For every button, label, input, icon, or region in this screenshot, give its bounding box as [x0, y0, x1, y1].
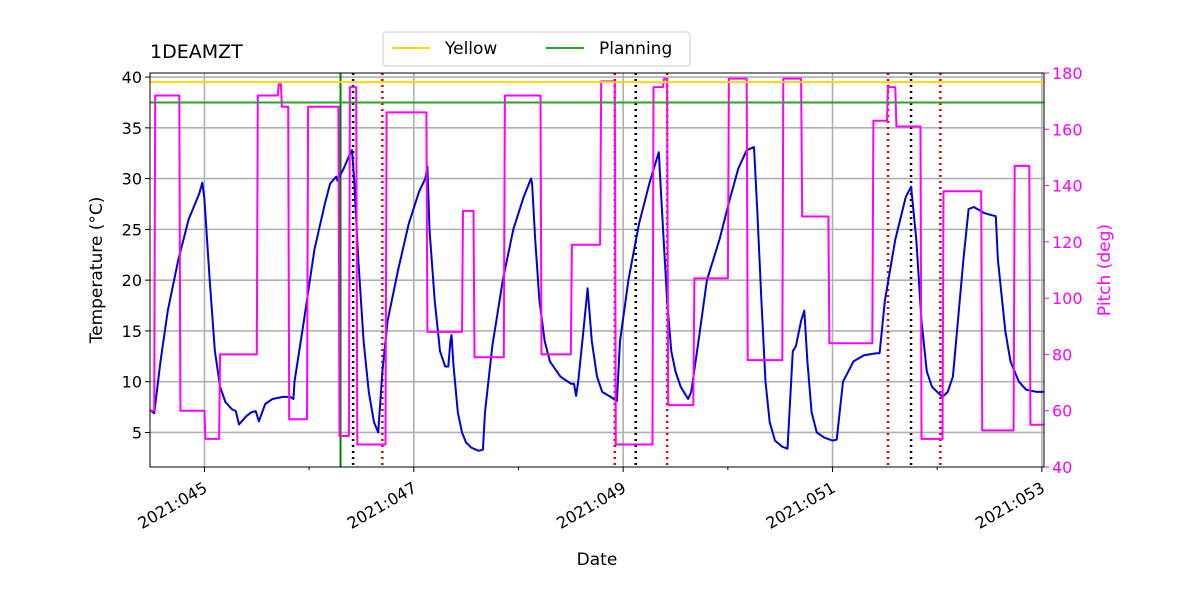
- axis-layer: 5 10 15 20 25 30 35 40 2021:045 2021:047 2021:049 2…: [122, 64, 1083, 533]
- y-tick-label: 10: [122, 373, 142, 392]
- legend-label-planning: Planning: [599, 39, 672, 59]
- legend-box: [382, 31, 691, 67]
- series-layer: [149, 77, 1044, 452]
- y-axis-label: Temperature (°C): [87, 197, 107, 345]
- y-tick-label: 20: [122, 271, 142, 290]
- legend: Yellow Planning: [382, 31, 691, 67]
- x-axis-label: Date: [577, 550, 618, 570]
- pitch-series-line: [150, 77, 1044, 446]
- y-tick-label: 30: [122, 170, 142, 189]
- chart-title: 1DEAMZT: [150, 41, 243, 63]
- y2-tick-label: 180: [1052, 64, 1083, 83]
- x-tick-label: 2021:047: [344, 478, 420, 533]
- y2-tick-label: 120: [1052, 233, 1083, 252]
- y2-tick-label: 140: [1052, 177, 1083, 196]
- y2-tick-label: 100: [1052, 289, 1083, 308]
- y-tick-label: 15: [122, 322, 142, 341]
- y2-tick-label: 160: [1052, 120, 1083, 139]
- legend-label-yellow: Yellow: [444, 39, 497, 59]
- x-tick-label: 2021:051: [763, 478, 839, 533]
- temperature-series-line: [149, 146, 1044, 452]
- y-tick-label: 40: [122, 68, 142, 87]
- marker-layer: [339, 73, 942, 467]
- grid-layer: [150, 73, 1044, 467]
- y2-tick-label: 60: [1052, 402, 1072, 421]
- plot-frame: [149, 72, 1045, 468]
- y2-tick-label: 80: [1052, 345, 1072, 364]
- y-tick-label: 5: [132, 423, 142, 442]
- x-tick-label: 2021:049: [553, 478, 629, 533]
- y2-tick-label: 40: [1052, 458, 1072, 477]
- limit-layer: [150, 81, 1044, 104]
- y2-axis-label: Pitch (deg): [1095, 224, 1115, 316]
- y-tick-label: 25: [122, 220, 142, 239]
- x-tick-label: 2021:053: [972, 478, 1048, 533]
- y-tick-label: 35: [122, 119, 142, 138]
- x-tick-label: 2021:045: [135, 478, 211, 533]
